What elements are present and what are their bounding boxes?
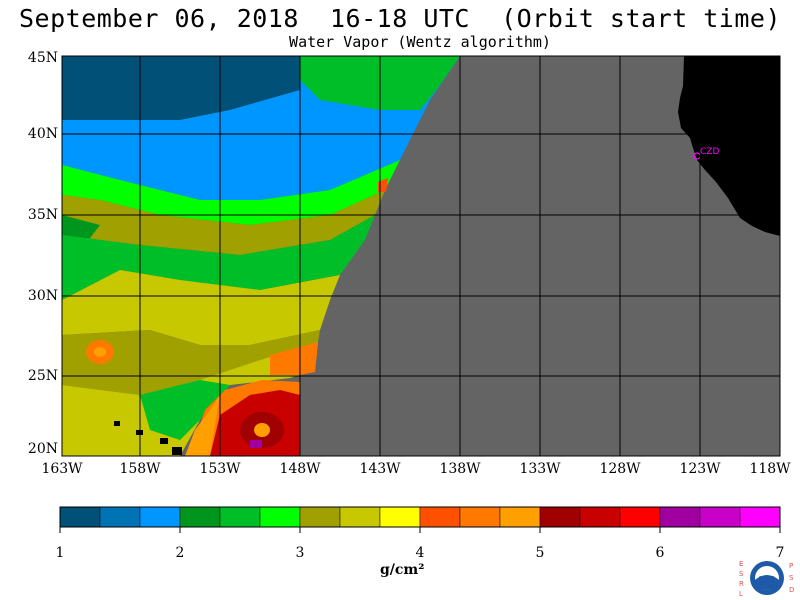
svg-text:S: S: [739, 570, 744, 578]
lon-label-143w: 143W: [359, 461, 401, 477]
colorbar-swatch: [139, 506, 181, 528]
lat-label-35n: 35N: [27, 207, 58, 223]
lon-label-158w: 158W: [119, 461, 161, 477]
colorbar-tick-7: 7: [775, 545, 785, 561]
colorbar-swatch: [379, 506, 421, 528]
lat-label-20n: 20N: [27, 441, 58, 457]
colorbar-tick-3: 3: [295, 545, 305, 561]
colorbar-swatch: [59, 506, 101, 528]
colorbar-swatch: [579, 506, 621, 528]
map-subtitle: Water Vapor (Wentz algorithm): [289, 33, 551, 51]
lon-label-123w: 123W: [679, 461, 721, 477]
colorbar-swatch: [459, 506, 501, 528]
colorbar-swatch: [539, 506, 581, 528]
map-border: [61, 55, 781, 457]
colorbar-swatch: [339, 506, 381, 528]
svg-text:P: P: [789, 562, 793, 570]
colorbar-swatch: [179, 506, 221, 528]
lon-label-138w: 138W: [439, 461, 481, 477]
colorbar-swatch: [259, 506, 301, 528]
lat-label-45n: 45N: [27, 50, 58, 66]
colorbar-border: [59, 506, 781, 528]
colorbar-swatch: [99, 506, 141, 528]
svg-text:L: L: [739, 590, 743, 598]
colorbar-swatch: [499, 506, 541, 528]
colorbar-tick-1: 1: [55, 545, 65, 561]
colorbar-tick-4: 4: [415, 545, 425, 561]
colorbar-tick-6: 6: [655, 545, 665, 561]
station-label: CZD: [700, 147, 720, 157]
lat-label-25n: 25N: [27, 368, 58, 384]
colorbar-swatch: [219, 506, 261, 528]
colorbar-swatch: [659, 506, 701, 528]
colorbar-tick-5: 5: [535, 545, 545, 561]
svg-text:E: E: [739, 560, 743, 568]
colorbar-swatch: [619, 506, 661, 528]
lon-label-163w: 163W: [41, 461, 83, 477]
land-mass: [678, 56, 780, 236]
svg-text:D: D: [789, 586, 794, 594]
swath-data: [62, 56, 460, 456]
colorbar-swatch: [739, 506, 781, 528]
map-title: September 06, 2018 16-18 UTC (Orbit star…: [18, 4, 781, 33]
svg-text:R: R: [739, 580, 744, 588]
colorbar: [59, 506, 781, 533]
lon-label-133w: 133W: [519, 461, 561, 477]
colorbar-units: g/cm²: [380, 562, 425, 578]
lat-label-30n: 30N: [27, 288, 58, 304]
colorbar-tick-2: 2: [175, 545, 185, 561]
noaa-logo: E S R L NOAA P S D: [739, 560, 794, 598]
svg-text:NOAA: NOAA: [759, 576, 775, 582]
lat-label-40n: 40N: [27, 126, 58, 142]
colorbar-swatch: [419, 506, 461, 528]
map-grid: [62, 56, 780, 456]
colorbar-swatch: [699, 506, 741, 528]
svg-text:S: S: [789, 574, 794, 582]
lon-label-153w: 153W: [199, 461, 241, 477]
lon-label-148w: 148W: [279, 461, 321, 477]
colorbar-swatch: [299, 506, 341, 528]
lon-label-128w: 128W: [599, 461, 641, 477]
lon-label-118w: 118W: [749, 461, 791, 477]
